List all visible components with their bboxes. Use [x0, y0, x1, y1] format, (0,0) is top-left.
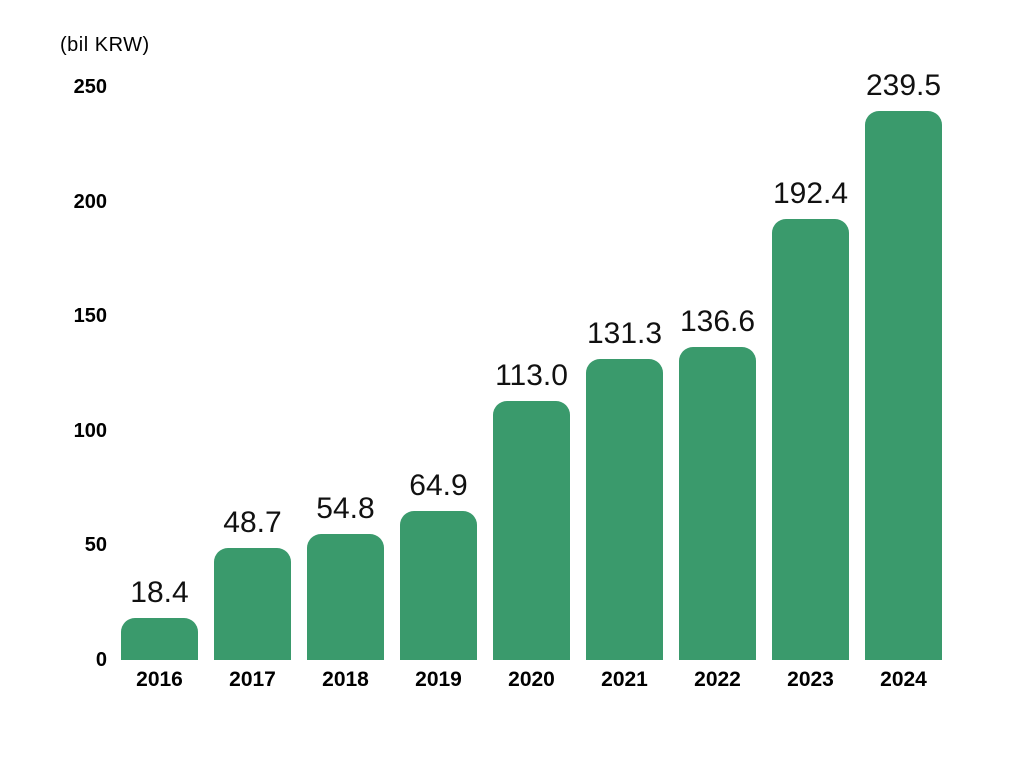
- y-axis-tick-label-100: 100: [73, 419, 107, 442]
- y-axis-tick-label-200: 200: [73, 190, 107, 213]
- bar-value-label: 54.8: [316, 492, 375, 525]
- x-axis-label-2020: 2020: [508, 668, 555, 691]
- x-axis-label-2017: 2017: [229, 668, 276, 691]
- bar-column-2023: 192.4 2023: [764, 87, 857, 690]
- bar-value-label: 131.3: [586, 317, 663, 350]
- y-axis-tick-label-250: 250: [73, 76, 107, 98]
- bar-column-2020: 113.0 2020: [485, 87, 578, 690]
- x-axis-label-2024: 2024: [880, 668, 927, 691]
- y-axis-tick-label-0: 0: [95, 649, 107, 671]
- bar-column-2017: 48.7 2017: [206, 87, 299, 690]
- bar-column-2019: 64.9 2019: [392, 87, 485, 690]
- bar-2023: [772, 219, 849, 660]
- bar-2021: [586, 359, 663, 660]
- bar-2018: [307, 534, 384, 660]
- x-axis-label-2019: 2019: [415, 668, 462, 691]
- y-axis-tick-label-50: 50: [84, 534, 107, 557]
- y-axis-tick-label-150: 150: [73, 305, 107, 328]
- x-axis-label-2023: 2023: [787, 668, 834, 691]
- x-axis-label-2016: 2016: [136, 668, 183, 691]
- bar-column-2021: 131.3 2021: [578, 87, 671, 690]
- bar-value-label: 64.9: [409, 469, 468, 502]
- bar-2016: [121, 618, 198, 660]
- bar-column-2016: 18.4 2016: [113, 87, 206, 690]
- bar-column-2018: 54.8 2018: [299, 87, 392, 690]
- x-axis-label-2021: 2021: [601, 668, 648, 691]
- bar-2024: [865, 111, 942, 660]
- bar-value-label: 18.4: [130, 576, 189, 609]
- bar-value-label: 239.5: [865, 69, 942, 102]
- bar-2019: [400, 511, 477, 660]
- bar-column-2022: 136.6 2022: [671, 87, 764, 690]
- plot-area: 18.4 2016 48.7 2017 54.8 2018 64.9 2019 113.0 202…: [113, 71, 950, 690]
- bar-2022: [679, 347, 756, 660]
- bar-value-label: 136.6: [679, 305, 756, 338]
- bar-value-label: 113.0: [495, 359, 568, 392]
- x-axis-label-2018: 2018: [322, 668, 369, 691]
- y-axis: 0 50 100 150 200 250: [0, 0, 107, 768]
- x-axis-label-2022: 2022: [694, 668, 741, 691]
- bar-2020: [493, 401, 570, 660]
- bar-value-label: 192.4: [772, 177, 849, 210]
- bar-2017: [214, 548, 291, 660]
- bar-column-2024: 239.5 2024: [857, 71, 950, 690]
- bar-value-label: 48.7: [223, 506, 282, 539]
- y-axis-unit-label: (bil KRW): [60, 34, 150, 56]
